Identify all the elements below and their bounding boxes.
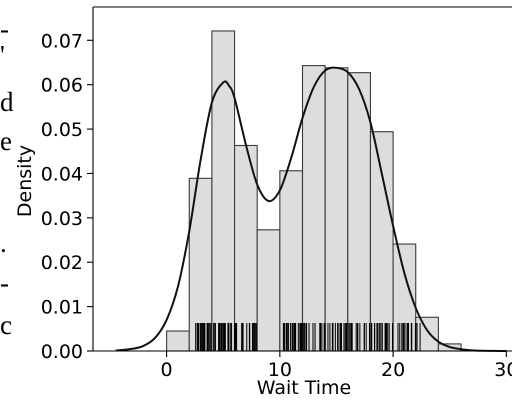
histogram-bar	[166, 330, 190, 352]
y-tick-label: 0.07	[41, 30, 83, 52]
y-tick-label: 0.01	[41, 297, 83, 319]
rug-marks	[195, 323, 421, 351]
page-fragment-text: d	[0, 87, 14, 117]
x-tick-label: 0	[161, 359, 173, 381]
y-tick-label: 0.00	[41, 341, 83, 363]
cropped-page-text: - ' d e . - c	[0, 14, 14, 340]
page-fragment-text: -	[0, 268, 9, 298]
plot-area	[115, 30, 507, 352]
y-tick-label: 0.04	[41, 163, 83, 185]
y-tick-label: 0.05	[41, 119, 83, 141]
histogram-bar	[324, 67, 349, 352]
x-tick-label: 20	[381, 359, 405, 381]
x-tick-label: 30	[494, 359, 512, 381]
y-tick-label: 0.02	[41, 252, 83, 274]
histogram-bar	[369, 131, 394, 352]
axes	[92, 6, 512, 352]
x-tick-label: 10	[268, 359, 292, 381]
histogram-bar	[347, 72, 371, 352]
histogram-bar	[256, 229, 281, 352]
page-fragment-text: c	[0, 310, 12, 340]
page-fragment-text: e	[0, 126, 12, 156]
kde-curve	[115, 66, 507, 352]
histogram-bar	[415, 316, 439, 352]
y-tick-label: 0.06	[41, 75, 83, 97]
page-fragment-text: '	[0, 40, 5, 70]
histogram-bar	[211, 30, 236, 352]
ticks: 0 10 20 30 0.00 0.01 0.02 0.03 0.04 0.05 0.06 0.07	[41, 30, 512, 381]
y-axis-label: Density	[14, 145, 36, 217]
x-axis-label: Wait Time	[257, 377, 351, 399]
page-fragment-text: -	[0, 14, 9, 44]
y-tick-label: 0.03	[41, 208, 83, 230]
page-fragment-text: .	[0, 228, 7, 258]
